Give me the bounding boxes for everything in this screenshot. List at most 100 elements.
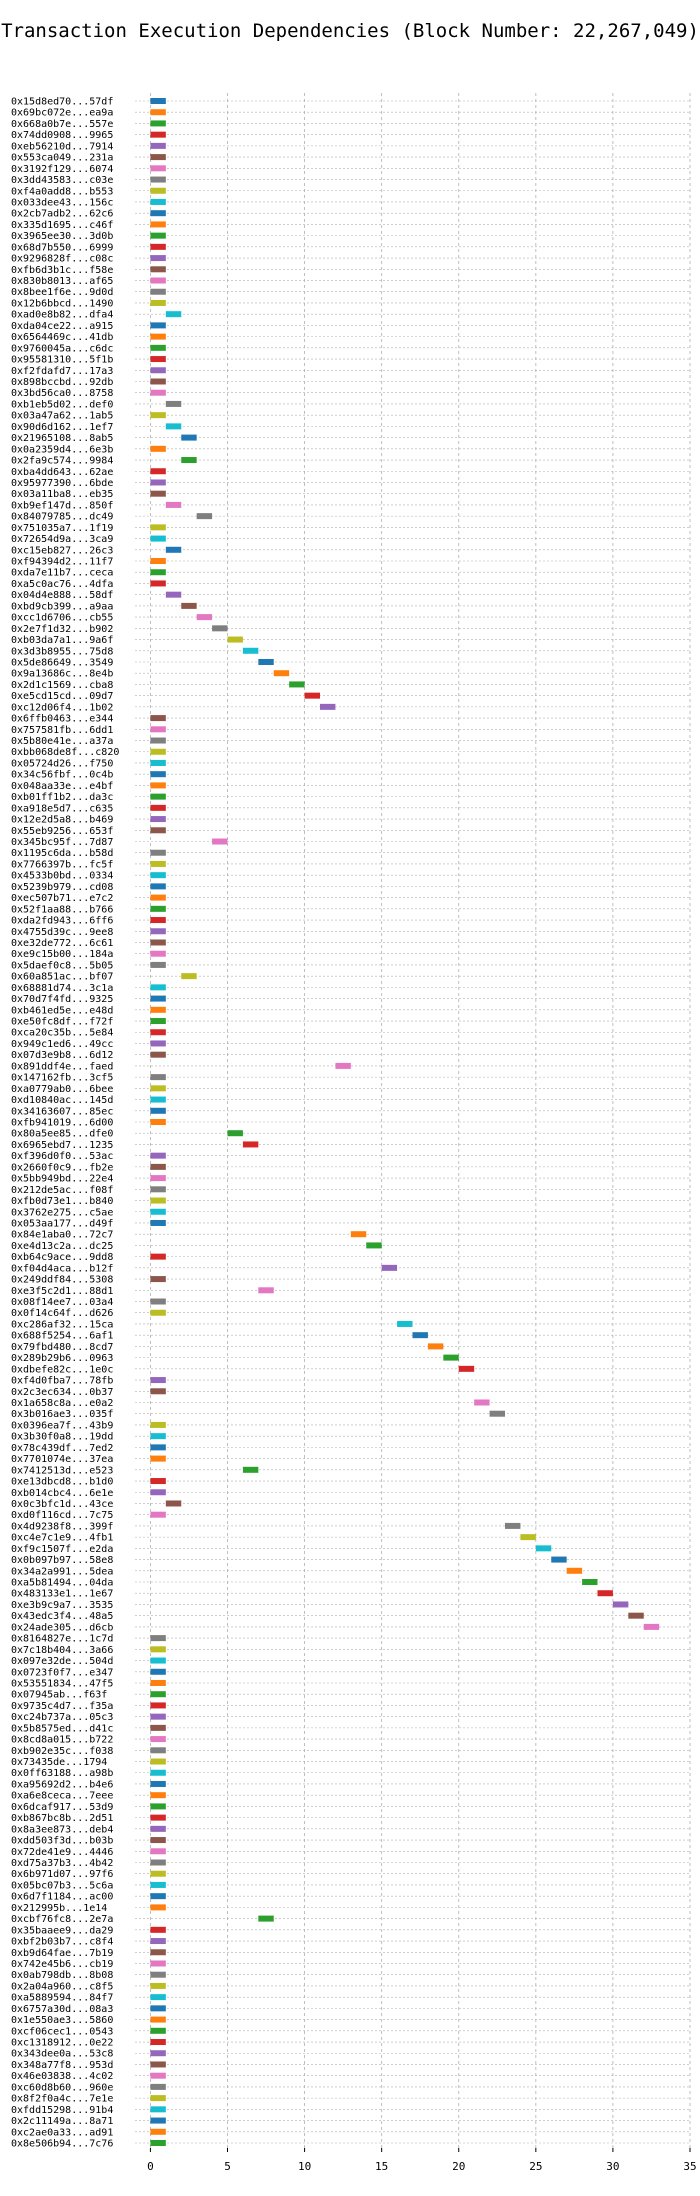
transaction-label: 0xe3f5c2d1...88d1 xyxy=(11,1286,113,1297)
transaction-label: 0x751035a7...1f19 xyxy=(11,523,113,534)
dependency-bar xyxy=(150,1085,166,1092)
dependency-bar xyxy=(150,1489,166,1496)
transaction-label: 0xda2fd943...6ff6 xyxy=(11,916,113,927)
dependency-bar xyxy=(150,827,166,834)
transaction-label: 0x07d3e9b8...6d12 xyxy=(11,1050,113,1061)
transaction-label: 0x3965ee30...3d0b xyxy=(11,231,113,242)
transaction-label: 0x8e506b94...7c76 xyxy=(11,2139,113,2150)
dependency-bar xyxy=(150,1848,166,1855)
dependency-bar xyxy=(150,816,166,823)
dependency-bar xyxy=(150,1175,166,1182)
transaction-label: 0x097e32de...504d xyxy=(11,1656,113,1667)
dependency-bar xyxy=(150,1096,166,1103)
dependency-bar xyxy=(505,1522,521,1529)
dependency-bar xyxy=(150,1029,166,1036)
dependency-bar xyxy=(304,692,320,699)
transaction-label: 0x9296828f...c08c xyxy=(11,254,113,265)
transaction-label: 0xe13dbcd8...b1d0 xyxy=(11,1477,113,1488)
transaction-label: 0x483133e1...1e67 xyxy=(11,1589,113,1600)
dependency-bar xyxy=(412,1332,428,1339)
dependency-bar xyxy=(150,1938,166,1945)
dependency-bar xyxy=(150,333,166,340)
transaction-label: 0x35baaee9...da29 xyxy=(11,1925,113,1936)
transaction-label: 0x07945ab...f63f xyxy=(11,1690,107,1701)
transaction-label: 0x84e1aba0...72c7 xyxy=(11,1230,113,1241)
transaction-label: 0xfb941019...6d00 xyxy=(11,1118,113,1129)
transaction-label: 0x34163607...85ec xyxy=(11,1106,113,1117)
transaction-label: 0x2cb7adb2...62c6 xyxy=(11,209,113,220)
dependency-bar xyxy=(150,1186,166,1193)
transaction-label: 0xa6e8ceca...7eee xyxy=(11,1791,113,1802)
transaction-label: 0x3b016ae3...035f xyxy=(11,1409,113,1420)
dependency-bar xyxy=(150,961,166,968)
dependency-bar xyxy=(150,2027,166,2034)
dependency-bar xyxy=(150,1803,166,1810)
transaction-label: 0x8164827e...1c7d xyxy=(11,1634,113,1645)
dependency-bar xyxy=(150,917,166,924)
dependency-bar xyxy=(181,457,197,464)
transaction-label: 0x0396ea7f...43b9 xyxy=(11,1420,113,1431)
dependency-bar xyxy=(242,1141,259,1148)
dependency-bar xyxy=(150,1702,166,1709)
transaction-label: 0x053aa177...d49f xyxy=(11,1218,113,1229)
transaction-label: 0x69bc072e...ea9a xyxy=(11,108,113,119)
dependency-bar xyxy=(150,266,166,273)
transaction-label: 0x5bb949bd...22e4 xyxy=(11,1174,113,1185)
transaction-label: 0x7766397b...fc5f xyxy=(11,859,113,870)
transaction-label: 0xcf06cec1...0543 xyxy=(11,2026,113,2037)
dependency-bar xyxy=(150,1298,166,1305)
dependency-bar xyxy=(212,838,228,845)
dependency-bar xyxy=(150,468,166,475)
dependency-bar xyxy=(150,1758,166,1765)
transaction-label: 0xe32de772...6c61 xyxy=(11,938,113,949)
transaction-label: 0xb9d64fae...7b19 xyxy=(11,1948,113,1959)
dependency-bar xyxy=(150,1107,166,1114)
transaction-label: 0xc2ae0a33...ad91 xyxy=(11,2127,113,2138)
transaction-label: 0xb01ff1b2...da3c xyxy=(11,792,113,803)
transaction-label: 0xfb6d3b1c...f58e xyxy=(11,265,113,276)
transaction-label: 0x05724d26...f750 xyxy=(11,758,113,769)
dependency-bar xyxy=(443,1354,459,1361)
x-tick-label: 35 xyxy=(683,2160,696,2173)
transaction-label: 0x03a47a62...1ab5 xyxy=(11,411,113,422)
dependency-bar xyxy=(535,1545,552,1552)
dependency-bar xyxy=(150,782,166,789)
transaction-label: 0x3b30f0a8...19dd xyxy=(11,1432,113,1443)
dependency-bar xyxy=(150,198,166,205)
dependency-bar xyxy=(196,513,213,520)
dependency-bar xyxy=(150,120,166,127)
transaction-label: 0x2c3ec634...0b37 xyxy=(11,1387,113,1398)
dependency-bar xyxy=(628,1612,644,1619)
x-tick-label: 0 xyxy=(147,2160,154,2173)
transaction-label: 0x343dee0a...53c8 xyxy=(11,2049,113,2060)
dependency-bar xyxy=(320,703,336,710)
dependency-bar xyxy=(150,939,166,946)
dependency-bar xyxy=(150,1780,166,1787)
transaction-label: 0x12b6bbcd...1490 xyxy=(11,298,113,309)
transaction-label: 0x0f14c64f...d626 xyxy=(11,1308,113,1319)
transaction-label: 0x3192f129...6074 xyxy=(11,164,113,175)
transaction-label: 0x52f1aa88...b766 xyxy=(11,904,113,915)
transaction-label: 0x84079785...dc49 xyxy=(11,512,113,523)
dependency-bar xyxy=(150,872,166,879)
transaction-label: 0xb03da7a1...9a6f xyxy=(11,635,113,646)
dependency-bar xyxy=(150,1018,166,1025)
dependency-bar xyxy=(150,535,166,542)
dependency-bar xyxy=(150,1926,166,1933)
transaction-label: 0x60a851ac...bf07 xyxy=(11,972,113,983)
transaction-label: 0x4533b0bd...0334 xyxy=(11,871,113,882)
dependency-bar xyxy=(150,1724,166,1731)
dependency-bar xyxy=(165,423,182,430)
transaction-label: 0x9a13686c...8e4b xyxy=(11,669,113,680)
dependency-bar xyxy=(150,1309,166,1316)
dependency-bar xyxy=(150,1668,166,1675)
x-tick-label: 10 xyxy=(298,2160,311,2173)
dependency-bar xyxy=(150,1949,166,1956)
dependency-bar xyxy=(273,670,290,677)
dependency-bar xyxy=(227,1130,243,1137)
transaction-label: 0x348a77f8...953d xyxy=(11,2060,113,2071)
dependency-bar xyxy=(212,625,228,632)
transaction-label: 0x79fbd480...8cd7 xyxy=(11,1342,113,1353)
transaction-label: 0x24ade305...d6cb xyxy=(11,1622,113,1633)
transaction-label: 0x688f5254...6af1 xyxy=(11,1331,113,1342)
